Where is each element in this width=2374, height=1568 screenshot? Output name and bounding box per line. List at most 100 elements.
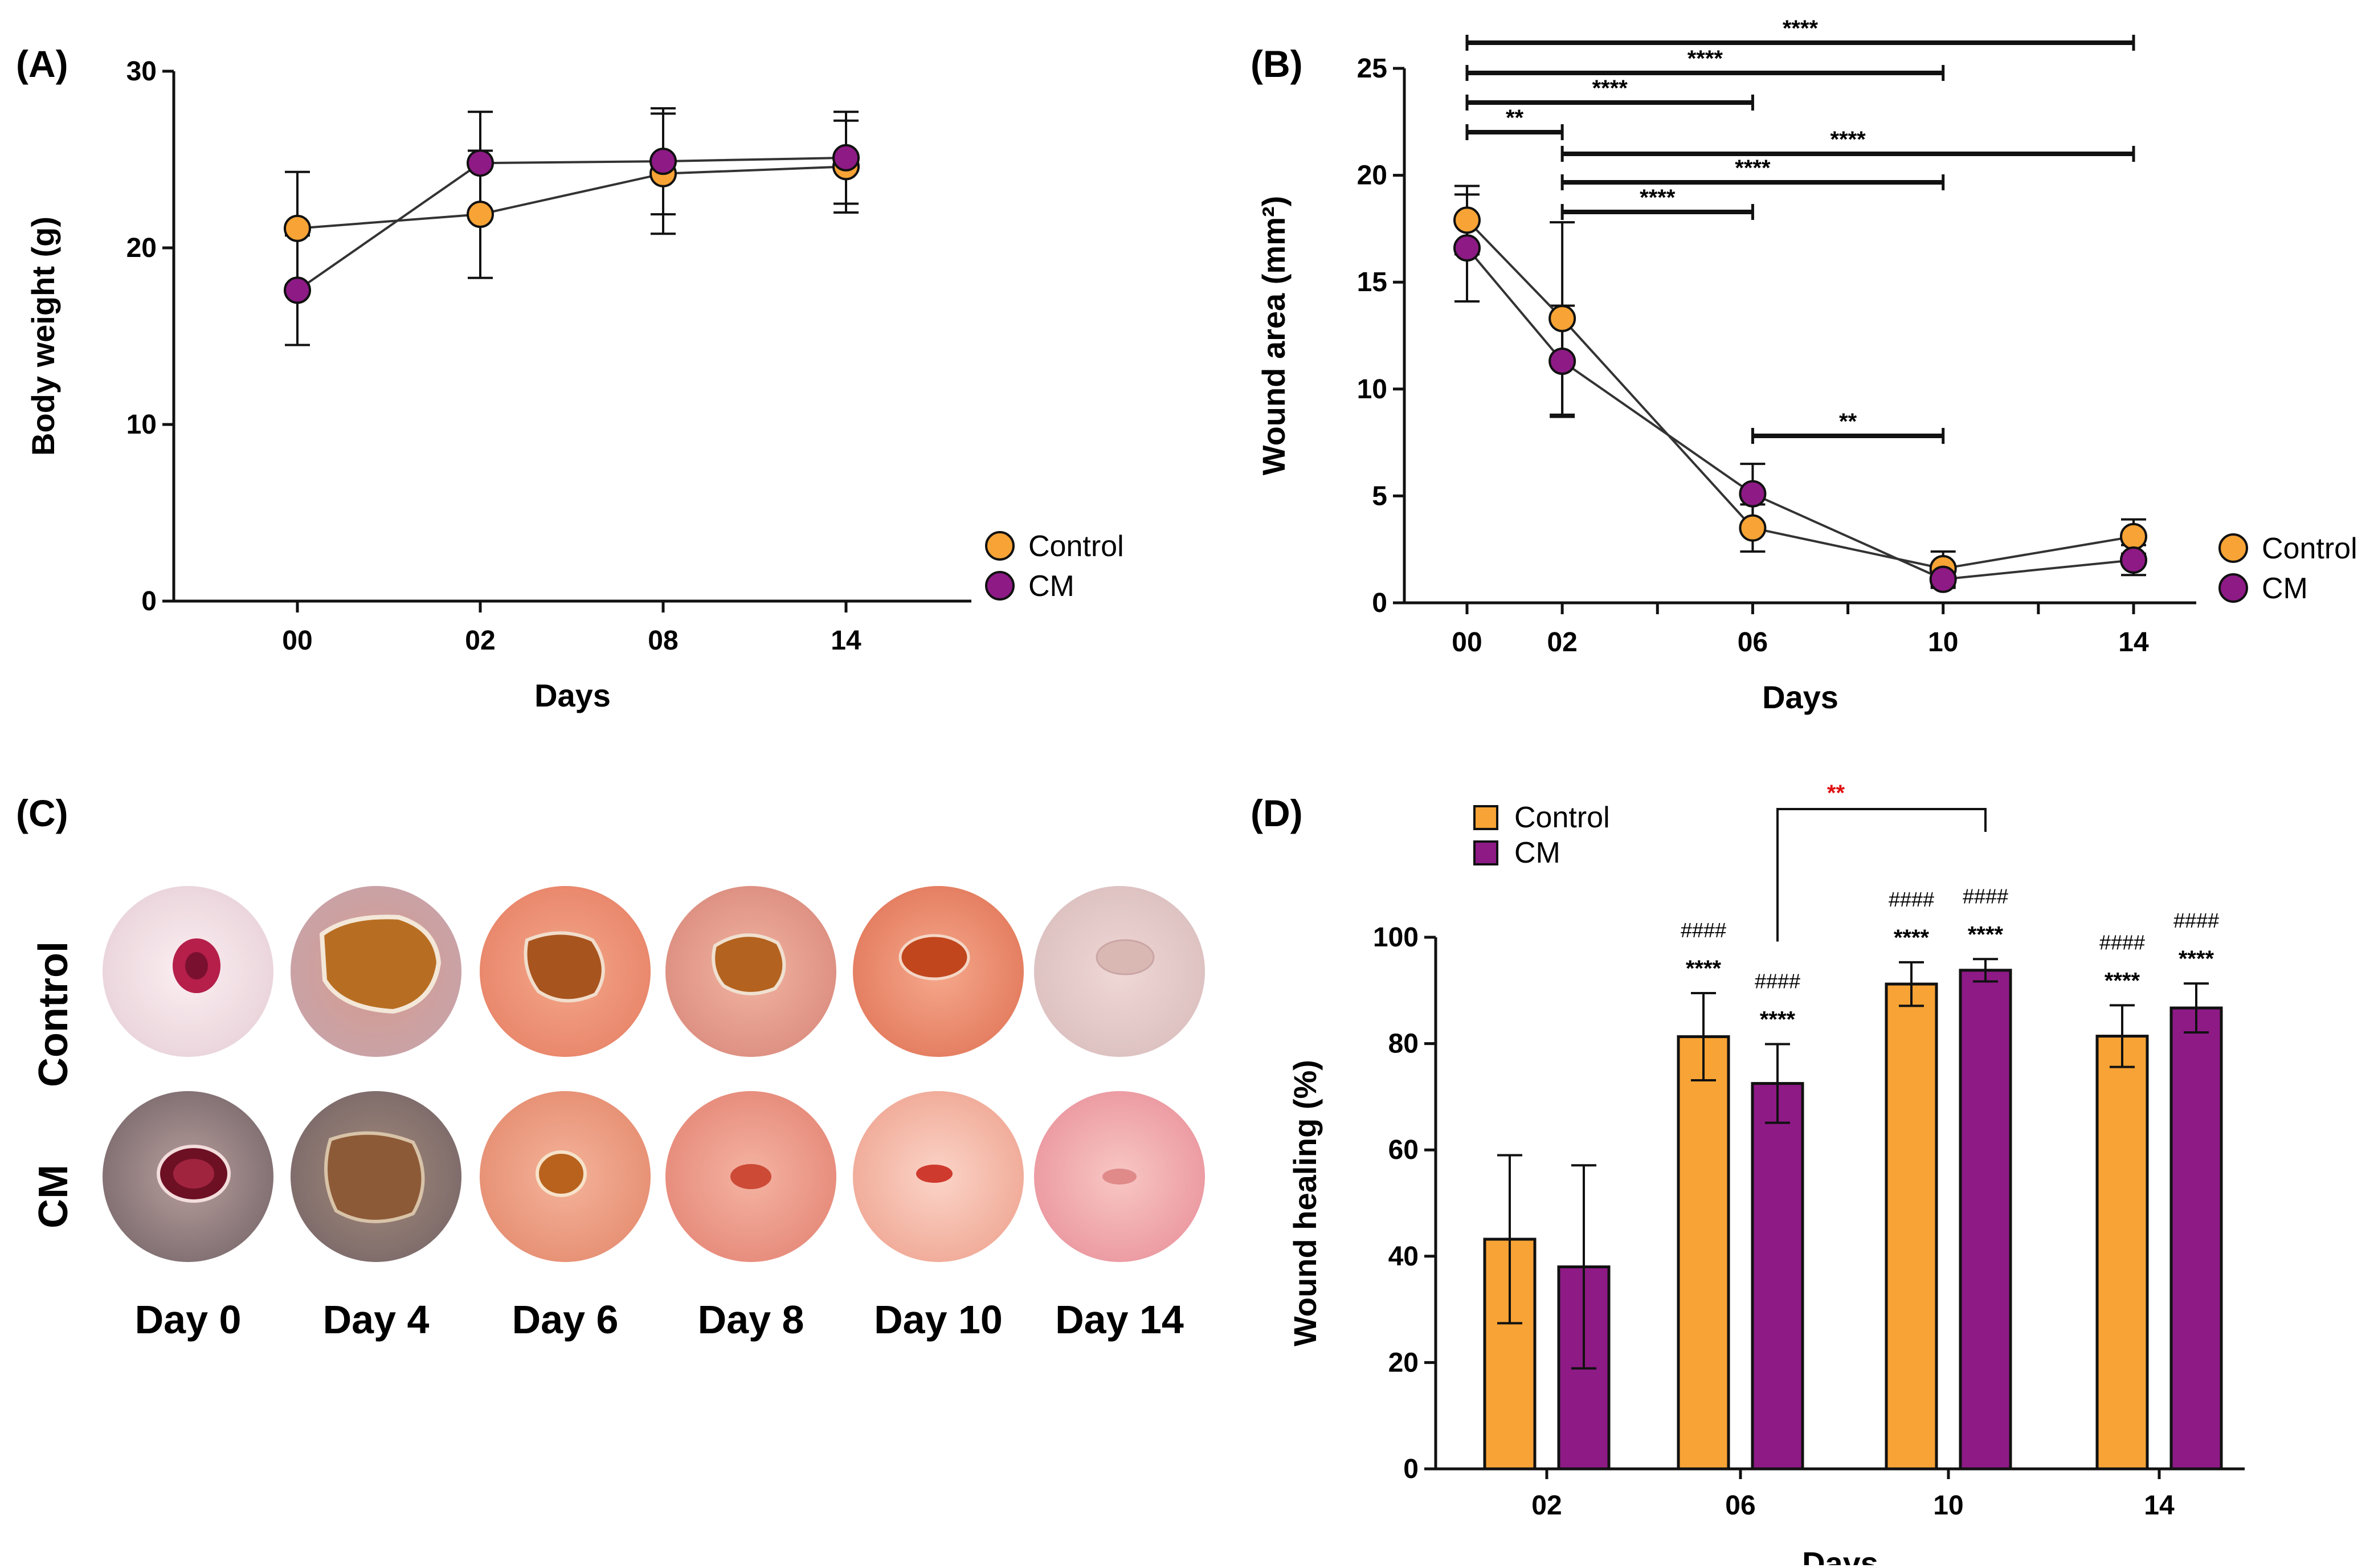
significance-label: **** [1687,46,1723,71]
legend-marker-cm [2218,573,2248,603]
y-tick-label: 15 [1357,267,1387,297]
photo-day-label: Day 4 [323,1297,430,1342]
x-tick-label: 00 [1452,627,1482,658]
y-tick-label: 25 [1357,54,1387,84]
data-point-control [284,214,311,242]
panel-label-a: (A) [16,43,68,85]
bar-cm [1751,1082,1804,1471]
data-point-cm [2120,546,2147,574]
y-tick-label: 10 [126,410,157,440]
data-point-cm [1453,234,1481,262]
wound-photo-cm-day4 [291,1091,461,1262]
comparison-label: ** [1827,781,1845,806]
x-tick-label: 10 [1933,1491,1963,1521]
significance-label: ** [1839,409,1857,434]
chart-a-body-weight: 0 10 20 30 Body weight (g) Days 00 02 08 14 Contro… [25,56,1124,713]
chart-b-wound-area: 0 5 10 15 20 25 Wound area (mm²) Days 00 02 06 10 14… [1256,16,2357,715]
y-tick-label: 20 [1388,1348,1419,1378]
significance-hashes: #### [1963,884,2008,908]
series-line-control [297,165,847,230]
legend-label-cm: CM [2262,572,2308,605]
photo-day-label: Day 0 [135,1297,242,1342]
significance-label: **** [1592,76,1628,101]
data-point-cm [284,276,311,304]
data-point-cm [649,148,677,175]
data-point-cm [1548,348,1576,375]
data-point-cm [467,149,494,177]
x-tick-label: 06 [1738,627,1768,658]
y-axis-title: Wound area (mm²) [1256,196,1292,476]
wound-photo-control-day4 [291,886,461,1057]
significance-hashes: #### [1889,888,1934,911]
y-tick-label: 5 [1372,481,1387,511]
x-tick-label: 14 [831,626,861,656]
bar-control [1677,1035,1730,1471]
x-tick-label: 08 [648,626,678,656]
y-axis-title: Body weight (g) [25,217,61,456]
chart-d-wound-healing: 0 20 40 60 80 100 Wound healing (%) Days 02 06 10 1… [1287,781,2245,1568]
significance-label: **** [1640,185,1676,210]
wound-photo-cm-day8 [665,1091,836,1262]
y-tick-label: 0 [1403,1454,1419,1484]
photo-row-label-control: Control [31,941,76,1087]
y-tick-label: 0 [141,586,157,616]
data-point-control [467,201,494,228]
y-tick-label: 20 [126,233,157,263]
bar-cm [2169,1006,2223,1471]
wound-photo-cm-day14 [1034,1091,1205,1262]
bar-cm [1959,969,2012,1471]
x-tick-label: 14 [2118,627,2149,658]
photo-day-label: Day 14 [1055,1297,1184,1342]
y-tick-label: 20 [1357,161,1387,191]
wound-photo-control-day14 [1034,886,1205,1057]
wound-photo-control-day8 [665,886,836,1057]
significance-hashes: #### [1755,970,1800,993]
legend-marker-control [1473,805,1498,830]
legend-label-control: Control [1028,530,1124,563]
wound-photo-panel: Control CM [31,886,1205,1342]
photo-day-label: Day 6 [512,1297,619,1342]
legend-label-control: Control [2262,532,2357,565]
panel-label-c: (C) [16,792,68,834]
bar-control [1885,982,1938,1471]
wound-photo-cm-day6 [480,1091,651,1262]
x-tick-label: 00 [282,626,312,656]
significance-stars: **** [1968,922,2004,947]
x-axis-title: Days [534,677,611,713]
significance-hashes: #### [1681,918,1726,942]
significance-stars: **** [1686,956,1722,981]
panel-label-b: (B) [1251,43,1303,85]
photo-row-label-cm: CM [31,1165,76,1228]
x-axis-title: Days [1802,1545,1878,1565]
series-line-cm [296,156,847,292]
y-tick-label: 0 [1372,588,1387,618]
y-tick-label: 30 [126,56,157,87]
data-point-control [1453,206,1481,234]
comparison-bracket [1776,808,1987,942]
x-tick-label: 02 [1547,627,1577,658]
significance-label: **** [1783,16,1819,41]
significance-hashes: #### [2173,909,2219,932]
x-tick-label: 02 [465,626,495,656]
photo-day-label: Day 10 [874,1297,1003,1342]
significance-stars: **** [1894,925,1930,950]
significance-stars: **** [2105,968,2140,993]
y-tick-label: 100 [1373,922,1419,953]
wound-photo-cm-day10 [853,1091,1024,1262]
y-tick-label: 10 [1357,374,1387,405]
legend-marker-control [985,531,1015,561]
y-tick-label: 60 [1388,1135,1419,1165]
legend-marker-cm [1473,840,1498,865]
significance-stars: **** [2179,946,2214,971]
y-tick-label: 80 [1388,1029,1419,1059]
data-point-cm [1739,480,1767,508]
wound-photo-control-day10 [853,886,1024,1057]
y-axis-title: Wound healing (%) [1287,1060,1323,1346]
data-point-cm [832,144,860,172]
x-tick-label: 02 [1531,1491,1562,1521]
data-point-control [2120,522,2147,550]
significance-hashes: #### [2099,930,2145,954]
y-tick-label: 40 [1388,1242,1419,1272]
legend-label-cm: CM [1514,836,1560,869]
wound-photo-cm-day0 [103,1091,273,1262]
